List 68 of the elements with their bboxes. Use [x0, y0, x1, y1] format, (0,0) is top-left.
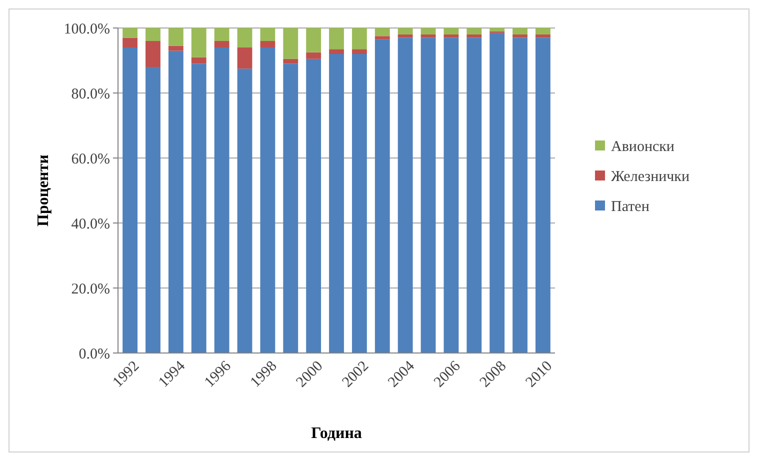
bar — [237, 48, 252, 69]
bar — [352, 54, 367, 353]
bar — [398, 34, 413, 38]
bar — [191, 57, 206, 64]
bar — [352, 28, 367, 50]
bar — [306, 28, 322, 52]
bar — [122, 28, 138, 38]
bar — [329, 28, 344, 50]
y-tick-label: 20.0% — [71, 281, 110, 298]
bar — [490, 32, 505, 353]
bar — [122, 38, 138, 48]
bar — [168, 50, 184, 353]
y-tick-label: 40.0% — [71, 216, 110, 232]
bar — [444, 28, 459, 34]
bar — [168, 46, 184, 51]
bar — [490, 28, 505, 32]
bar — [420, 28, 436, 34]
bar — [512, 28, 528, 34]
bar — [260, 28, 276, 41]
bar — [512, 34, 528, 38]
bar — [122, 48, 138, 353]
legend-label: Железнички — [611, 168, 690, 185]
bar — [444, 34, 459, 38]
bar — [283, 64, 298, 353]
bar — [352, 49, 367, 54]
bar — [466, 38, 482, 353]
bar — [374, 28, 390, 36]
bar — [536, 28, 550, 34]
bar — [536, 34, 550, 38]
bar — [146, 41, 160, 67]
y-tick-label: 80.0% — [71, 86, 110, 102]
bar — [512, 38, 528, 353]
bar — [466, 28, 482, 34]
bar — [398, 38, 413, 353]
bar — [146, 67, 160, 353]
legend-label: Патен — [611, 198, 650, 215]
bar — [168, 28, 184, 46]
bar — [398, 28, 413, 34]
bar — [283, 28, 298, 59]
bar — [237, 68, 252, 353]
bar — [536, 38, 550, 353]
legend-label: Авионски — [611, 138, 674, 155]
bar — [237, 28, 252, 48]
bar — [191, 64, 206, 353]
bar — [260, 48, 276, 353]
bar — [191, 28, 206, 58]
y-axis-title: Проценти — [35, 154, 52, 226]
bar — [329, 49, 344, 54]
bar — [444, 38, 459, 353]
bar — [214, 41, 230, 48]
bar — [329, 54, 344, 353]
bar — [306, 52, 322, 59]
bar — [466, 34, 482, 38]
bar — [214, 28, 230, 41]
bar — [420, 38, 436, 353]
y-tick-label: 100.0% — [64, 21, 110, 38]
bar — [374, 36, 390, 40]
bar — [306, 58, 322, 353]
y-tick-label: 60.0% — [71, 151, 110, 168]
bar — [374, 39, 390, 353]
x-axis-title: Година — [311, 425, 362, 442]
bar — [146, 28, 160, 41]
bar — [420, 34, 436, 38]
y-tick-label: 0.0% — [78, 346, 110, 362]
bar — [283, 58, 298, 64]
bar — [214, 48, 230, 353]
x-tick-label: 1992 — [110, 358, 143, 391]
bar — [260, 41, 276, 48]
